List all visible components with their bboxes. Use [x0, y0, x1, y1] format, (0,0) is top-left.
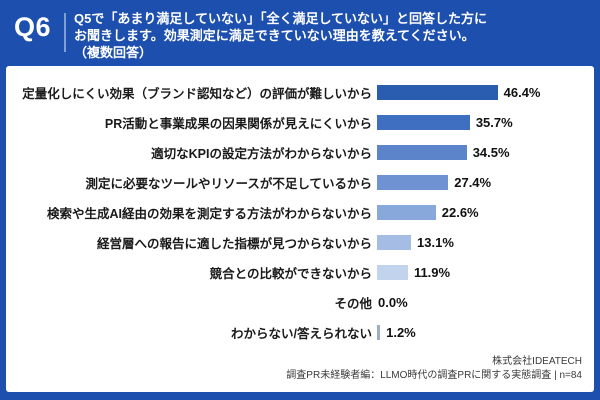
chart-row: 測定に必要なツールやリソースが不足しているから 27.4% — [6, 167, 594, 197]
value-label: 35.7% — [475, 114, 513, 130]
category-label: 競合との比較ができないから — [209, 266, 372, 281]
value-label: 1.2% — [386, 324, 416, 340]
value-label: 0.0% — [378, 294, 408, 310]
chart-row: 適切なKPIの設定方法がわからないから 34.5% — [6, 137, 594, 167]
question-text-line3: （複数回答） — [74, 45, 153, 60]
bar — [377, 264, 408, 280]
category-label: 経営層への報告に適した指標が見つからないから — [96, 236, 372, 251]
question-number: Q6 — [14, 12, 52, 42]
bar — [377, 204, 436, 220]
category-label: わからない/答えられない — [231, 326, 372, 341]
value-label: 46.4% — [503, 84, 541, 100]
value-label: 27.4% — [454, 174, 492, 190]
chart-row: 定量化しにくい効果（ブランド認知など）の評価が難しいから 46.4% — [6, 77, 594, 107]
category-label: 測定に必要なツールやリソースが不足しているから — [85, 176, 372, 191]
chart-row: 経営層への報告に適した指標が見つからないから 13.1% — [6, 227, 594, 257]
value-label: 22.6% — [441, 204, 479, 220]
chart-row: その他 0.0% — [6, 287, 594, 317]
category-label: 定量化しにくい効果（ブランド認知など）の評価が難しいから — [22, 86, 372, 101]
category-label: PR活動と事業成果の因果関係が見えにくいから — [104, 116, 372, 131]
bar — [377, 84, 498, 100]
category-label: 適切なKPIの設定方法がわからないから — [151, 146, 372, 161]
bar — [377, 174, 449, 190]
question-text-line2: お聞きします。効果測定に満足できていない理由を教えてください。 — [74, 28, 475, 43]
chart-row: 競合との比較ができないから 11.9% — [6, 257, 594, 287]
question-header: Q6 Q5で「あまり満足していない」「全く満足していない」と回答した方に お聞き… — [0, 0, 600, 66]
chart-row: PR活動と事業成果の因果関係が見えにくいから 35.7% — [6, 107, 594, 137]
company-name: 株式会社IDEATECH — [492, 356, 582, 367]
header-divider-line — [64, 13, 66, 52]
source-footer: 株式会社IDEATECH 調査PR未経験者編：LLMO時代の調査PRに関する実態… — [286, 355, 582, 383]
bar-chart: 定量化しにくい効果（ブランド認知など）の評価が難しいから 46.4% PR活動と… — [6, 66, 594, 347]
chart-row: わからない/答えられない 1.2% — [6, 317, 594, 347]
chart-panel: 定量化しにくい効果（ブランド認知など）の評価が難しいから 46.4% PR活動と… — [6, 66, 594, 392]
survey-title: 調査PR未経験者編：LLMO時代の調査PRに関する実態調査 | n=84 — [286, 370, 582, 381]
category-label: 検索や生成AI経由の効果を測定する方法がわからないから — [46, 206, 372, 221]
bar — [377, 324, 381, 340]
value-label: 11.9% — [413, 264, 451, 280]
value-label: 34.5% — [472, 144, 510, 160]
question-text-line1: Q5で「あまり満足していない」「全く満足していない」と回答した方に — [74, 11, 488, 26]
category-label: その他 — [334, 296, 372, 311]
bar — [377, 114, 470, 130]
bar — [377, 234, 412, 250]
question-text: Q5で「あまり満足していない」「全く満足していない」と回答した方に お聞きします… — [74, 10, 487, 61]
value-label: 13.1% — [417, 234, 454, 250]
bar — [377, 144, 467, 160]
chart-row: 検索や生成AI経由の効果を測定する方法がわからないから 22.6% — [6, 197, 594, 227]
